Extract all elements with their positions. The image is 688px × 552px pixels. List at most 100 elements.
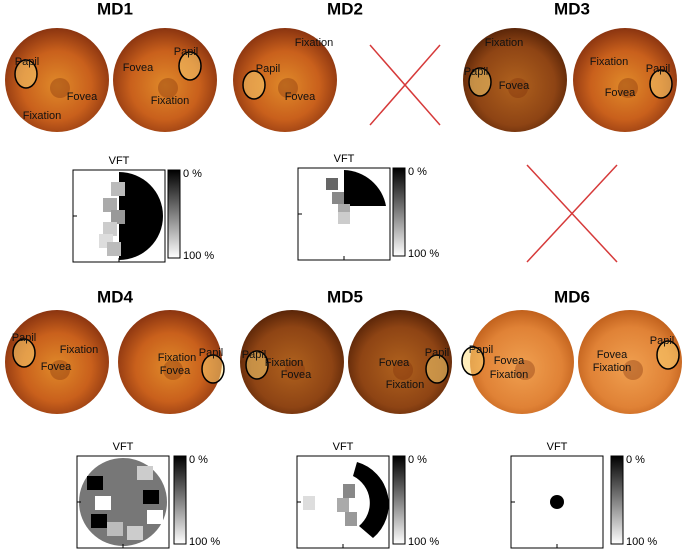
fundus-label: Papil bbox=[464, 66, 488, 78]
vft-cell bbox=[337, 498, 349, 512]
fundus-image bbox=[118, 310, 222, 414]
papil-marker bbox=[461, 346, 485, 376]
colorbar-top-label: 0 % bbox=[189, 454, 208, 466]
fundus-label: Papil bbox=[646, 63, 670, 75]
vft-plot bbox=[72, 169, 181, 263]
fovea-dark bbox=[508, 78, 528, 98]
vft-cell bbox=[107, 522, 123, 536]
vft-cell bbox=[111, 182, 125, 196]
fundus-label: Fovea bbox=[379, 357, 410, 369]
fundus-image bbox=[5, 28, 109, 132]
fovea-dark bbox=[163, 360, 183, 380]
fundus-label: Fixation bbox=[60, 344, 99, 356]
fundus-label: Fixation bbox=[23, 110, 62, 122]
vft-cell bbox=[147, 510, 163, 524]
vft-defect bbox=[550, 495, 564, 509]
fundus-label: Papil bbox=[174, 46, 198, 58]
vft-title: VFT bbox=[333, 441, 354, 453]
fundus-label: Fixation bbox=[590, 56, 629, 68]
colorbar-bottom-label: 100 % bbox=[408, 248, 439, 260]
fovea-dark bbox=[50, 360, 70, 380]
fundus-label: Fixation bbox=[265, 357, 304, 369]
colorbar-bottom-label: 100 % bbox=[183, 250, 214, 262]
vft-title: VFT bbox=[547, 441, 568, 453]
fundus-label: Fixation bbox=[485, 37, 524, 49]
vft-cell bbox=[137, 466, 153, 480]
fundus-label: Papil bbox=[199, 347, 223, 359]
papil-marker bbox=[649, 69, 673, 99]
vft-defect bbox=[119, 172, 163, 260]
fundus-label: Papil bbox=[425, 347, 449, 359]
fundus-image bbox=[578, 310, 682, 414]
fundus-label: Fixation bbox=[386, 379, 425, 391]
vft-cell bbox=[103, 222, 117, 236]
vft-cell bbox=[303, 496, 315, 510]
papil-marker bbox=[178, 51, 202, 81]
fundus-image bbox=[348, 310, 452, 414]
fundus-image bbox=[463, 28, 567, 132]
fundus-label: Fovea bbox=[67, 91, 98, 103]
vft-cell bbox=[326, 178, 338, 190]
vft-plot bbox=[296, 455, 406, 549]
fundus-label: Fixation bbox=[490, 369, 529, 381]
fundus-image bbox=[240, 310, 344, 414]
panel-title: MD1 bbox=[97, 0, 133, 18]
fundus-label: Papil bbox=[242, 349, 266, 361]
vft-title: VFT bbox=[113, 441, 134, 453]
colorbar-top-label: 0 % bbox=[408, 454, 427, 466]
fundus-image bbox=[470, 310, 574, 414]
vft-plot bbox=[76, 455, 187, 549]
vft-defect bbox=[353, 462, 389, 538]
papil-marker bbox=[201, 354, 225, 384]
fundus-label: Papil bbox=[650, 335, 674, 347]
vft-cell bbox=[95, 496, 111, 510]
fundus-image bbox=[573, 28, 677, 132]
fundus-label: Papil bbox=[15, 56, 39, 68]
fundus-image bbox=[5, 310, 109, 414]
fovea-dark bbox=[285, 360, 305, 380]
fundus-label: Fovea bbox=[160, 365, 191, 377]
fundus-label: Fovea bbox=[605, 87, 636, 99]
panel-title: MD6 bbox=[554, 287, 590, 306]
vft-cell bbox=[91, 514, 107, 528]
panel-title: MD2 bbox=[327, 0, 363, 18]
vft-title: VFT bbox=[334, 153, 355, 165]
papil-marker bbox=[245, 350, 269, 380]
fundus-label: Fixation bbox=[151, 95, 190, 107]
colorbar bbox=[167, 169, 181, 259]
papil-marker bbox=[425, 354, 449, 384]
fovea-dark bbox=[278, 78, 298, 98]
vft-plot bbox=[510, 455, 624, 549]
panel-title: MD3 bbox=[554, 0, 590, 18]
vft-title: VFT bbox=[109, 155, 130, 167]
fundus-label: Fovea bbox=[123, 62, 154, 74]
vft-cell bbox=[345, 512, 357, 526]
papil-marker bbox=[242, 70, 266, 100]
colorbar-top-label: 0 % bbox=[626, 454, 645, 466]
vft-cell bbox=[127, 526, 143, 540]
fundus-label: Papil bbox=[469, 344, 493, 356]
panel-title: MD4 bbox=[97, 287, 133, 306]
vft-cell bbox=[143, 490, 159, 504]
colorbar-top-label: 0 % bbox=[183, 168, 202, 180]
vft-cell bbox=[338, 212, 350, 224]
fundus-label: Fovea bbox=[499, 80, 530, 92]
vft-cell bbox=[107, 242, 121, 256]
fovea-dark bbox=[50, 78, 70, 98]
fundus-label: Fixation bbox=[593, 362, 632, 374]
fovea-dark bbox=[393, 360, 413, 380]
missing-vft-cross bbox=[526, 164, 618, 263]
fovea-dark bbox=[618, 78, 638, 98]
vft-cell bbox=[332, 192, 344, 204]
fundus-label: Fovea bbox=[597, 349, 628, 361]
fovea-dark bbox=[515, 360, 535, 380]
papil-marker bbox=[656, 340, 680, 370]
fundus-label: Papil bbox=[12, 332, 36, 344]
fundus-label: Fovea bbox=[41, 361, 72, 373]
colorbar-top-label: 0 % bbox=[408, 166, 427, 178]
fundus-label: Papil bbox=[256, 63, 280, 75]
papil-marker bbox=[14, 59, 38, 89]
vft-cell bbox=[103, 198, 117, 212]
